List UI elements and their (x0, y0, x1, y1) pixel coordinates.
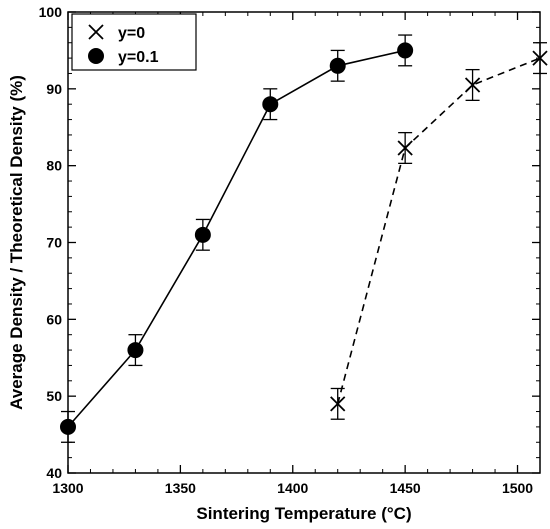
legend: y=0 y=0.1 (71, 13, 197, 71)
x-tick-label-1300: 1300 (52, 480, 83, 496)
x-axis-ticks: 1300 1350 1400 1450 1500 (52, 12, 533, 496)
y-tick-label-40: 40 (46, 465, 62, 481)
plot-layer (60, 34, 548, 443)
y-tick-label-70: 70 (46, 235, 62, 251)
series-line-1 (67, 49, 406, 428)
y-tick-label-50: 50 (46, 388, 62, 404)
data-point-0-1 (397, 140, 413, 156)
y-tick-label-80: 80 (46, 158, 62, 174)
y-tick-label-90: 90 (46, 81, 62, 97)
legend-label-y01: y=0.1 (118, 49, 159, 66)
cross-stroke-b-0-2 (464, 77, 481, 93)
legend-cross-stroke-b (88, 24, 104, 40)
cross-stroke-b-0-1 (397, 140, 413, 156)
y-tick-label-100: 100 (39, 4, 63, 20)
data-point-1-2 (194, 226, 211, 243)
legend-circle-icon (88, 48, 104, 64)
series-1 (60, 34, 414, 443)
x-tick-label-1350: 1350 (165, 480, 196, 496)
x-tick-label-1500: 1500 (502, 480, 533, 496)
x-tick-label-1400: 1400 (277, 480, 308, 496)
data-point-1-4 (329, 57, 346, 74)
cross-stroke-b-0-0 (330, 396, 346, 412)
x-axis-label: Sintering Temperature (°C) (196, 504, 411, 523)
series-line-0 (336, 57, 541, 405)
x-tick-label-1450: 1450 (390, 480, 421, 496)
series-0 (330, 42, 548, 420)
data-point-1-5 (397, 42, 414, 59)
data-point-1-1 (127, 342, 144, 359)
legend-cross-icon (88, 24, 104, 40)
legend-label-y0: y=0 (118, 25, 145, 42)
data-point-0-2 (464, 77, 481, 93)
data-point-1-3 (262, 96, 279, 113)
data-point-0-0 (330, 396, 346, 412)
y-axis-label: Average Density / Theoretical Density (%… (7, 75, 26, 410)
y-tick-label-60: 60 (46, 311, 62, 327)
y-axis-ticks: 40 50 60 70 80 90 100 (39, 4, 540, 481)
